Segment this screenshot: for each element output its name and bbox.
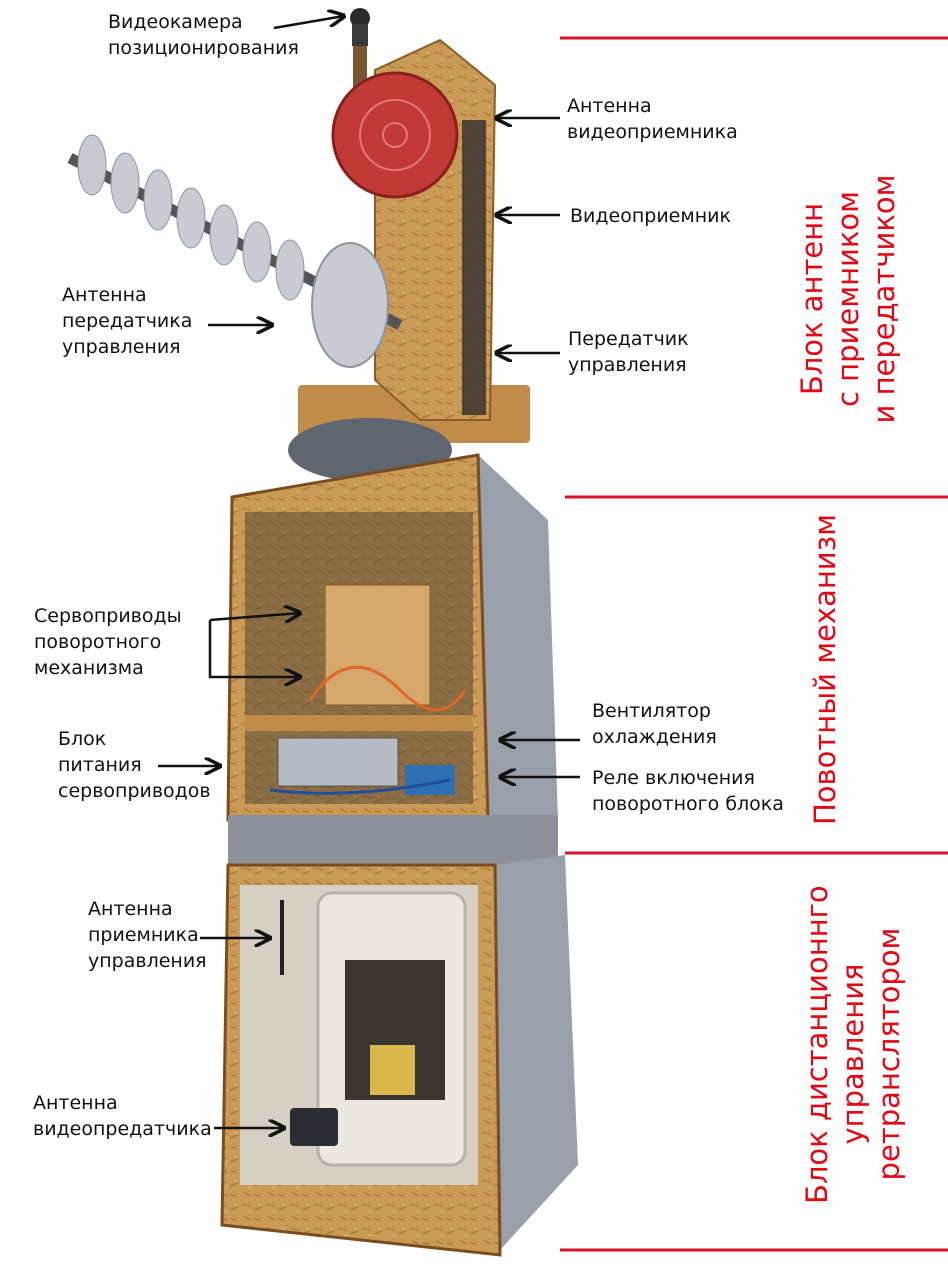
rx-antenna-label: Антенна видеоприемника — [567, 95, 738, 143]
relay-label: Реле включения поворотного блока — [592, 767, 784, 815]
video-tx-module — [290, 1108, 338, 1146]
remote-box — [220, 855, 578, 1257]
tx-antenna-label: Антенна передатчика управления — [62, 284, 193, 358]
section-label-remote: Блок дистанционнго управления ретранслят… — [800, 885, 906, 1204]
fan-label: Вентилятор охлаждения — [592, 700, 717, 748]
section-label-antennas: Блок антенн с приемником и передатчиком — [795, 174, 901, 424]
section-label-rotator: Повотный механизм — [808, 514, 842, 825]
servos-label: Сервоприводы поворотного механизма — [34, 605, 182, 679]
grey-band — [228, 815, 558, 867]
camera-label: Видеокамера позиционирования — [108, 11, 299, 59]
video-receiver-label: Видеоприемник — [570, 205, 731, 227]
patch-antenna — [331, 71, 459, 199]
ctrl-rx-antenna-label: Антенна приемника управления — [88, 898, 207, 972]
helical-antenna — [67, 134, 403, 368]
psu-label: Блок питания сервоприводов — [58, 728, 211, 802]
pointer-arrows — [158, 16, 580, 1128]
power-supply — [277, 737, 399, 787]
servo-stack — [324, 584, 431, 706]
video-tx-antenna-label: Антенна видеопредатчика — [33, 1092, 212, 1140]
control-tx-label: Передатчик управления — [568, 328, 689, 376]
rotator-box — [226, 453, 558, 822]
antenna-block — [67, 8, 530, 482]
